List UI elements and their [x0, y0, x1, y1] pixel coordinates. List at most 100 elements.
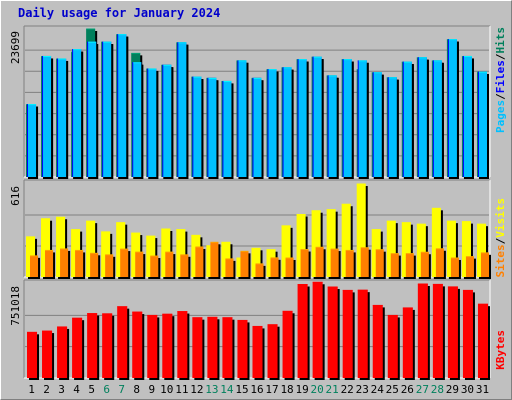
- day-tick-label: 8: [133, 383, 140, 396]
- pages-bar: [478, 72, 487, 177]
- sites-bar: [240, 251, 249, 277]
- day-tick-label: 25: [386, 383, 399, 396]
- visits-bar: [431, 208, 441, 277]
- hits-panel-legend: Pages/Files/Hits: [494, 27, 507, 133]
- visits-bar: [176, 229, 186, 277]
- kbytes-bar: [27, 332, 38, 378]
- hits-panel-legend-files: Files: [494, 60, 507, 93]
- visits-panel-legend: Sites/Visits: [494, 198, 507, 278]
- kbytes-bar: [132, 312, 143, 378]
- sites-bar: [345, 250, 354, 277]
- pages-bar: [403, 62, 412, 178]
- day-tick-label: 16: [250, 383, 263, 396]
- kbytes-bar: [327, 287, 338, 378]
- sites-bar: [270, 257, 279, 277]
- visits-bar: [341, 204, 351, 277]
- chart-title: Daily usage for January 2024: [18, 6, 221, 20]
- sites-bar: [135, 252, 144, 277]
- kbytes-bar: [72, 318, 83, 378]
- hits-panel-ymax-label: 23699: [9, 31, 22, 64]
- kbytes-bar: [207, 317, 218, 378]
- kbytes-bar: [402, 307, 413, 378]
- pages-bar: [298, 59, 307, 177]
- pages-bar: [253, 78, 262, 177]
- pages-bar: [208, 78, 217, 177]
- day-tick-label: 10: [160, 383, 173, 396]
- kbytes-bar: [447, 286, 458, 378]
- sites-bar: [375, 249, 384, 277]
- kbytes-bar: [222, 317, 233, 378]
- day-tick-label: 26: [401, 383, 414, 396]
- kbytes-bar: [252, 326, 263, 378]
- day-tick-label: 18: [280, 383, 293, 396]
- kbytes-panel-legend-kbytes: KBytes: [494, 330, 507, 370]
- pages-bar: [463, 56, 472, 177]
- kbytes-bar: [192, 317, 203, 378]
- pages-bar: [58, 58, 67, 177]
- sites-bar: [120, 249, 129, 277]
- sites-bar: [315, 247, 324, 277]
- day-tick-label: 27: [416, 383, 429, 396]
- day-tick-label: 14: [220, 383, 234, 396]
- kbytes-bar: [372, 305, 383, 378]
- sites-bar: [420, 252, 429, 277]
- hits-panel-legend-pages: Pages: [494, 100, 507, 133]
- sites-bar: [330, 249, 339, 277]
- pages-bar: [328, 75, 337, 177]
- kbytes-panel-ymax-label: 751018: [9, 286, 22, 326]
- visits-bar: [416, 224, 426, 277]
- kbytes-bar: [162, 314, 173, 378]
- day-tick-label: 12: [190, 383, 203, 396]
- day-tick-label: 31: [476, 383, 489, 396]
- pages-bar: [223, 81, 232, 177]
- sites-bar: [465, 256, 474, 277]
- visits-bar: [476, 224, 486, 277]
- day-tick-label: 5: [88, 383, 95, 396]
- day-tick-label: 4: [73, 383, 80, 396]
- visits-bar: [251, 248, 261, 277]
- visits-panel-ymax-label: 616: [9, 186, 22, 206]
- sites-bar: [285, 257, 294, 277]
- pages-bar: [178, 42, 187, 178]
- day-tick-label: 19: [295, 383, 308, 396]
- sites-bar: [45, 250, 54, 277]
- pages-bar: [43, 56, 52, 177]
- pages-bar: [103, 42, 112, 177]
- pages-bar: [148, 68, 157, 177]
- visits-bar: [446, 221, 456, 277]
- kbytes-bar: [417, 284, 428, 378]
- sites-bar: [195, 246, 204, 277]
- kbytes-panel-legend: KBytes: [494, 330, 507, 370]
- pages-bar: [28, 104, 37, 177]
- day-tick-label: 29: [446, 383, 459, 396]
- kbytes-bar: [297, 284, 308, 378]
- day-tick-label: 17: [265, 383, 278, 396]
- sites-bar: [450, 257, 459, 277]
- visits-bar: [311, 210, 321, 277]
- visits-bar: [41, 218, 51, 277]
- visits-bar: [356, 184, 366, 277]
- day-tick-label: 13: [205, 383, 218, 396]
- kbytes-bar: [477, 304, 488, 378]
- sites-bar: [225, 258, 234, 277]
- pages-bar: [118, 34, 127, 178]
- sites-bar: [300, 249, 309, 277]
- day-tick-label: 2: [43, 383, 50, 396]
- pages-bar: [88, 42, 97, 177]
- kbytes-bar: [312, 282, 323, 378]
- day-tick-label: 30: [461, 383, 474, 396]
- kbytes-bar: [282, 311, 293, 378]
- kbytes-bar: [237, 320, 248, 378]
- kbytes-bar: [342, 290, 353, 378]
- sites-bar: [480, 252, 489, 277]
- visits-panel-legend-visits: Visits: [494, 198, 507, 238]
- day-tick-label: 24: [371, 383, 385, 396]
- day-tick-label: 9: [148, 383, 155, 396]
- pages-bar: [133, 62, 142, 177]
- day-tick-label: 1: [28, 383, 35, 396]
- kbytes-bar: [462, 290, 473, 378]
- pages-bar: [388, 77, 397, 177]
- pages-bar: [163, 65, 172, 177]
- hits-panel-legend-hits: Hits: [494, 27, 507, 54]
